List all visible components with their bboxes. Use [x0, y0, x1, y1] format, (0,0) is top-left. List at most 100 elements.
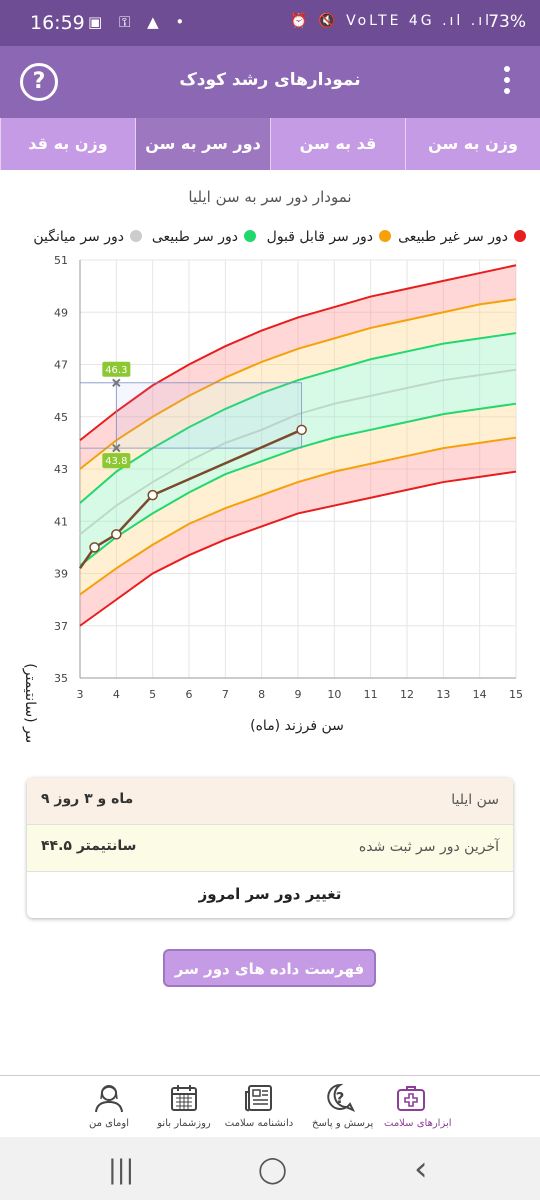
band-line-upper-abnormal [79, 264, 517, 442]
age-label: سن ایلیا [451, 792, 499, 808]
age-row: سن ایلیا ۹ ماه و ۳ روز [27, 778, 513, 825]
child-point [111, 529, 122, 540]
marker-label: 43.8 [105, 456, 127, 467]
child-series [78, 424, 307, 569]
marker-label: 46.3 [105, 365, 127, 376]
age-value: ۹ ماه و ۳ روز [41, 791, 134, 807]
bottom-nav: ابزارهای سلامت ? پرسش و پاسخ دانشنامه سل… [0, 1075, 540, 1138]
green-dot-icon [244, 230, 256, 242]
y-tick-label: 47 [54, 359, 68, 372]
chart-grid [79, 259, 517, 679]
x-tick-label: 8 [258, 688, 265, 701]
marker-cross-icon [112, 378, 121, 387]
x-tick-label: 15 [509, 688, 523, 701]
x-tick-label: 12 [400, 688, 414, 701]
band-fill [80, 437, 516, 626]
head-circumference-chart: 46.343.8 3 4 5 6 7 8 9 10 11 12 13 14 15353739414345… [22, 254, 523, 742]
child-point [296, 424, 307, 436]
last-measure-label: آخرین دور سر ثبت شده [358, 839, 499, 855]
chart-legend: دور سر غیر طبیعی دور سر قابل قبول دور سر… [0, 229, 540, 251]
last-measure-row: آخرین دور سر ثبت شده ۴۴.۵ سانتیمتر [27, 825, 513, 872]
x-tick-label: 14 [473, 688, 487, 701]
user-icon [95, 1085, 123, 1113]
y-tick-label: 35 [54, 672, 68, 685]
band-fill [80, 403, 516, 595]
child-point [89, 542, 100, 553]
change-today-button[interactable]: تغییر دور سر امروز [27, 872, 513, 918]
nav-health-tools[interactable]: ابزارهای سلامت [384, 1082, 452, 1129]
gray-dot-icon [130, 230, 142, 242]
band-line-mean [79, 368, 517, 536]
first-aid-kit-icon [397, 1086, 425, 1111]
marker-cross-icon [112, 443, 121, 453]
status-bar: 16:59 ▣ ⚿ ▲ • ⏰ 🔇 VoLTE 4G .ıl .ıl 73% [0, 0, 540, 46]
change-today-label: تغییر دور سر امروز [198, 885, 342, 903]
overflow-menu-icon[interactable] [502, 66, 512, 100]
child-point [147, 489, 158, 501]
marker-label-bg [102, 361, 131, 377]
x-tick-label: 9 [295, 688, 302, 701]
system-nav: ||| ◯ ‹ [0, 1137, 540, 1200]
tab-height-age[interactable]: قد به سن [270, 118, 405, 170]
y-tick-label: 45 [54, 411, 68, 424]
page-title: نمودارهای رشد کودک [179, 70, 361, 90]
calendar-icon [171, 1085, 197, 1111]
y-tick-label: 41 [54, 515, 68, 528]
y-tick-label: 49 [54, 306, 68, 319]
back-icon[interactable]: ‹ [414, 1149, 428, 1189]
battery-level: 73% [488, 12, 526, 32]
app-bar: ? نمودارهای رشد کودک [0, 46, 540, 118]
x-tick-label: 6 [186, 688, 193, 701]
help-button[interactable]: ? [20, 63, 58, 101]
legend-normal[interactable]: دور سر طبیعی [152, 229, 256, 245]
chart-tabs: وزن به سن قد به سن دور سر به سن وزن به ق… [0, 118, 540, 170]
nav-qa[interactable]: ? پرسش و پاسخ [312, 1082, 373, 1129]
status-left-icons: ▣ ⚿ ▲ • [88, 13, 191, 31]
orange-dot-icon [379, 230, 391, 242]
band-fill [80, 369, 516, 566]
red-dot-icon [514, 230, 526, 242]
nav-calendar[interactable]: روزشمار بانو [152, 1082, 216, 1129]
band-line-lower-acceptable [79, 436, 517, 596]
legend-mean[interactable]: دور سر میانگین [33, 229, 142, 245]
y-tick-label: 51 [54, 254, 68, 267]
data-list-button[interactable]: فهرست داده های دور سر ایلیا [163, 949, 376, 1014]
x-tick-label: 10 [327, 688, 341, 701]
question-bubble-icon: ? [327, 1083, 356, 1112]
home-icon[interactable]: ◯ [258, 1155, 288, 1185]
chart-highlight: 46.3 43.8 [80, 361, 303, 469]
last-measure-value: ۴۴.۵ سانتیمتر [41, 838, 137, 854]
y-axis-label: دور سر (سانتیمتر) [22, 663, 38, 742]
legend-acceptable[interactable]: دور سر قابل قبول [267, 229, 391, 245]
recents-icon[interactable]: ||| [108, 1155, 135, 1185]
x-tick-label: 13 [436, 688, 450, 701]
chart-title: نمودار دور سر به سن ایلیا [188, 188, 352, 206]
tab-weight-age[interactable]: وزن به سن [405, 118, 540, 170]
tab-head-age[interactable]: دور سر به سن [135, 118, 270, 170]
band-fill [80, 299, 516, 503]
band-fill [80, 333, 516, 535]
band-fill [80, 265, 516, 469]
band-line-upper-acceptable [79, 298, 517, 470]
legend-abnormal[interactable]: دور سر غیر طبیعی [398, 229, 526, 245]
info-card: سن ایلیا ۹ ماه و ۳ روز آخرین دور سر ثبت … [27, 778, 513, 918]
svg-text:?: ? [336, 1089, 345, 1107]
marker-label-bg [102, 453, 131, 469]
y-tick-label: 37 [54, 620, 68, 633]
highlight-box [115, 382, 303, 449]
tab-weight-height[interactable]: وزن به قد [0, 118, 135, 170]
band-line-lower-abnormal [79, 470, 517, 627]
status-time: 16:59 [30, 12, 85, 34]
x-tick-label: 7 [222, 688, 229, 701]
nav-profile[interactable]: اومای من [84, 1082, 134, 1129]
y-tick-label: 39 [54, 568, 68, 581]
x-tick-label: 4 [113, 688, 120, 701]
status-right-icons: ⏰ 🔇 VoLTE 4G .ıl .ıl [290, 13, 492, 29]
x-axis-label: سن فرزند (ماه) [250, 718, 344, 734]
x-tick-label: 3 [77, 688, 84, 701]
nav-encyclopedia[interactable]: دانشنامه سلامت [222, 1082, 296, 1129]
x-tick-label: 5 [149, 688, 156, 701]
newspaper-icon [245, 1085, 272, 1112]
x-tick-label: 11 [364, 688, 378, 701]
